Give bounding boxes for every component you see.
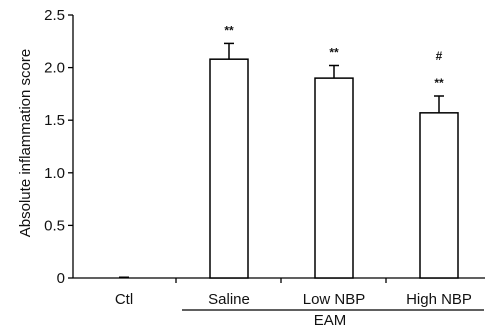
- x-tick-label: Ctl: [115, 291, 133, 308]
- significance-marker: **: [329, 45, 339, 59]
- significance-marker: **: [434, 76, 444, 90]
- x-tick-label: Low NBP: [303, 291, 366, 308]
- y-tick-label: 0: [57, 270, 65, 287]
- y-tick-label: 0.5: [44, 217, 65, 234]
- plot-area: 0 0.5 1.0 1.5 2.0 2.5 Ctl ** Saline ** Low NBP ** # H…: [44, 7, 485, 311]
- significance-marker: **: [224, 23, 234, 37]
- y-axis-label: Absolute inflammation score: [17, 49, 34, 237]
- y-tick-label: 1.5: [44, 112, 65, 129]
- bar: [209, 58, 249, 279]
- bar: [314, 77, 354, 279]
- bar: [419, 112, 459, 279]
- y-tick-label: 2.0: [44, 60, 65, 77]
- y-tick-label: 1.0: [44, 165, 65, 182]
- x-tick-label: High NBP: [406, 291, 472, 308]
- x-tick-label: Saline: [208, 291, 250, 308]
- significance-marker: #: [436, 49, 443, 63]
- y-tick-label: 2.5: [44, 7, 65, 24]
- group-label-eam: EAM: [314, 312, 347, 329]
